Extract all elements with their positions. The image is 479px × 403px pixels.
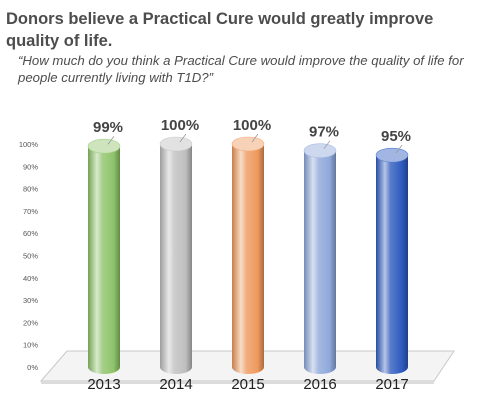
bar-2013 <box>87 138 121 374</box>
x-tick-label: 2014 <box>159 376 192 393</box>
floor-edge <box>41 381 434 384</box>
x-tick-label: 2015 <box>231 376 264 393</box>
y-tick-label: 80% <box>23 185 38 194</box>
value-leader <box>323 140 331 149</box>
bar-body <box>376 155 408 374</box>
value-label: 97% <box>309 124 339 141</box>
y-tick-label: 60% <box>23 229 38 238</box>
bar-top <box>159 136 193 152</box>
value-label: 99% <box>93 119 123 136</box>
bar-top <box>375 147 409 163</box>
bar-2016 <box>303 143 337 374</box>
value-label: 100% <box>233 117 271 134</box>
bar-top <box>231 136 265 152</box>
bar-top <box>87 138 121 154</box>
bar-2014 <box>159 136 193 374</box>
bar-group <box>87 136 409 374</box>
y-tick-label: 0% <box>27 363 38 372</box>
bar-body <box>160 144 192 374</box>
value-leader <box>395 144 403 154</box>
bar-top <box>303 143 337 158</box>
value-leader <box>179 133 187 143</box>
x-tick-label: 2013 <box>87 376 120 393</box>
value-label: 100% <box>161 117 199 134</box>
value-leader <box>251 133 259 143</box>
bar-body <box>88 146 120 374</box>
y-tick-label: 50% <box>23 252 38 261</box>
y-axis: 0% 10% 20% 30% 40% 50% 60% 70% 80% 90% 100% <box>19 140 39 372</box>
bar-2015 <box>231 136 265 374</box>
y-tick-label: 10% <box>23 341 38 350</box>
y-tick-label: 40% <box>23 274 38 283</box>
bar-body <box>232 144 264 374</box>
y-tick-label: 100% <box>19 140 39 149</box>
bar-body <box>304 150 336 374</box>
value-label: 95% <box>381 128 411 145</box>
chart-subtitle: “How much do you think a Practical Cure … <box>18 53 464 85</box>
x-tick-label: 2016 <box>303 376 336 393</box>
y-tick-label: 30% <box>23 296 38 305</box>
y-tick-label: 70% <box>23 207 38 216</box>
y-tick-label: 20% <box>23 318 38 327</box>
label-group: 99% 2013 100% 2014 100% 2015 97% 2016 95% 2017 <box>87 117 411 393</box>
bar-2017 <box>375 147 409 374</box>
chart-title: Donors believe a Practical Cure would gr… <box>6 10 434 50</box>
value-leader <box>107 135 115 145</box>
x-tick-label: 2017 <box>375 376 408 393</box>
y-tick-label: 90% <box>23 162 38 171</box>
